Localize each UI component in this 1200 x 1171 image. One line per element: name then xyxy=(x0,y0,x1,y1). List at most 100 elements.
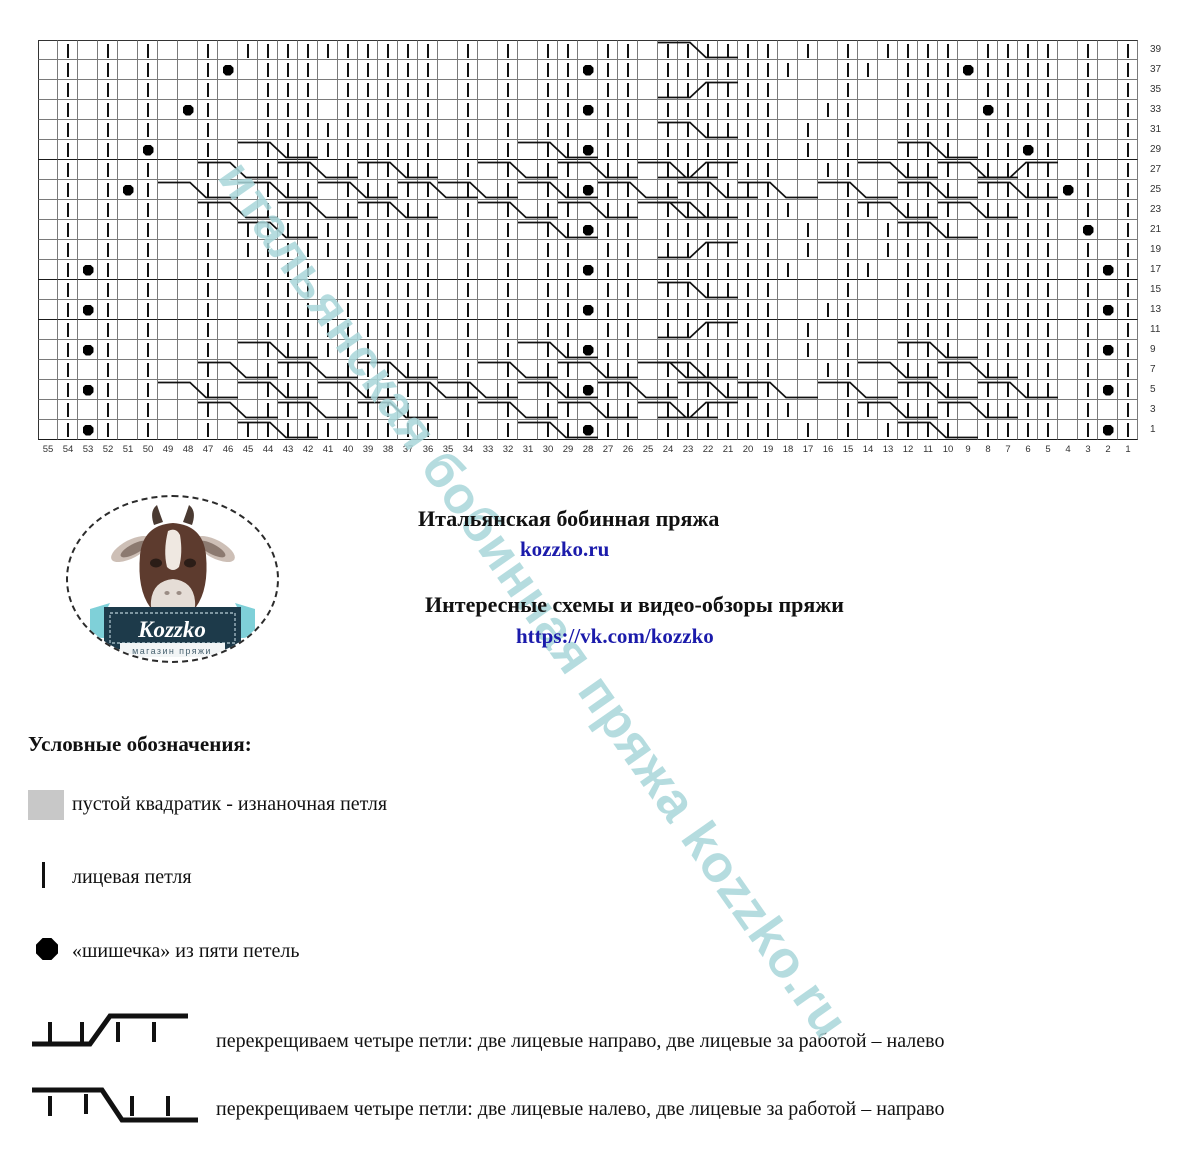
chart-cell xyxy=(978,400,998,420)
chart-cell xyxy=(698,420,718,440)
knit-symbol xyxy=(427,383,430,397)
chart-cell xyxy=(98,220,118,240)
knit-symbol xyxy=(727,403,730,417)
chart-cell xyxy=(418,200,438,220)
knit-symbol xyxy=(987,44,990,58)
knit-symbol xyxy=(987,403,990,417)
chart-cell xyxy=(938,120,958,140)
chart-cell xyxy=(158,400,178,420)
chart-cell xyxy=(158,180,178,200)
chart-cell xyxy=(338,320,358,340)
chart-cell xyxy=(478,240,498,260)
knit-symbol xyxy=(867,203,870,217)
chart-cell xyxy=(498,60,518,80)
chart-cell xyxy=(598,100,618,120)
knit-symbol xyxy=(67,403,70,417)
knit-symbol xyxy=(367,363,370,377)
chart-cell xyxy=(698,120,718,140)
chart-cell xyxy=(278,40,298,60)
chart-cell xyxy=(738,40,758,60)
chart-cell xyxy=(678,280,698,300)
chart-cell xyxy=(598,180,618,200)
knit-symbol xyxy=(927,103,930,117)
chart-cell xyxy=(558,320,578,340)
chart-cell xyxy=(858,320,878,340)
knit-symbol xyxy=(467,183,470,197)
brand-vk-link[interactable]: https://vk.com/kozzko xyxy=(516,624,714,648)
chart-cell xyxy=(618,240,638,260)
knit-symbol xyxy=(827,303,830,317)
knit-symbol xyxy=(1027,243,1030,257)
knit-symbol xyxy=(327,44,330,58)
chart-cell xyxy=(678,220,698,240)
chart-cell xyxy=(498,240,518,260)
knit-symbol xyxy=(407,223,410,237)
chart-cell xyxy=(618,280,638,300)
chart-cell xyxy=(578,120,598,140)
knit-symbol xyxy=(247,44,250,58)
chart-cell xyxy=(378,200,398,220)
chart-cell xyxy=(838,420,858,440)
chart-cell xyxy=(758,420,778,440)
chart-cell xyxy=(738,60,758,80)
chart-cell xyxy=(218,60,238,80)
knit-symbol xyxy=(207,83,210,97)
knit-symbol xyxy=(927,323,930,337)
chart-cell xyxy=(498,420,518,440)
column-number-label: 7 xyxy=(1005,444,1011,455)
column-number-label: 54 xyxy=(62,444,74,455)
knit-symbol xyxy=(427,163,430,177)
knit-symbol xyxy=(367,403,370,417)
knit-symbol xyxy=(147,343,150,357)
chart-cell xyxy=(658,160,678,180)
column-number-label: 50 xyxy=(142,444,154,455)
chart-cell xyxy=(1038,80,1058,100)
knit-symbol xyxy=(467,63,470,77)
knit-symbol xyxy=(707,323,710,337)
chart-cell xyxy=(718,100,738,120)
knit-symbol xyxy=(467,83,470,97)
knit-symbol xyxy=(287,63,290,77)
knit-symbol xyxy=(907,163,910,177)
chart-cell xyxy=(818,280,838,300)
chart-cell xyxy=(978,220,998,240)
knitting-chart: 39 37 35 33 31 29 27 25 23 21 19 17 15 13 11 9 7 5 3 1 55 54 5… xyxy=(38,40,1161,455)
knit-symbol xyxy=(367,63,370,77)
knit-symbol xyxy=(607,363,610,377)
chart-cell xyxy=(798,100,818,120)
chart-cell xyxy=(178,180,198,200)
knit-symbol xyxy=(747,343,750,357)
column-number-label: 13 xyxy=(882,444,894,455)
chart-cell xyxy=(798,140,818,160)
chart-cell xyxy=(538,360,558,380)
knit-symbol xyxy=(687,83,690,97)
knit-symbol xyxy=(347,343,350,357)
chart-cell xyxy=(518,380,538,400)
chart-cell xyxy=(518,280,538,300)
chart-cell xyxy=(798,300,818,320)
knit-symbol xyxy=(627,223,630,237)
knit-symbol xyxy=(607,223,610,237)
chart-cell xyxy=(238,120,258,140)
chart-cell xyxy=(558,360,578,380)
chart-cell xyxy=(218,160,238,180)
chart-cell xyxy=(938,260,958,280)
brand-site-link[interactable]: kozzko.ru xyxy=(520,537,610,561)
bobble-symbol xyxy=(582,104,594,116)
chart-cell xyxy=(78,60,98,80)
knit-symbol xyxy=(567,283,570,297)
chart-cell xyxy=(738,400,758,420)
chart-cell xyxy=(238,40,258,60)
knit-symbol xyxy=(267,143,270,157)
chart-cell xyxy=(118,240,138,260)
legend-label: перекрещиваем четыре петли: две лицевые … xyxy=(216,1098,945,1120)
knit-symbol xyxy=(387,263,390,277)
knit-symbol xyxy=(67,44,70,58)
chart-cell xyxy=(798,420,818,440)
chart-cell xyxy=(78,220,98,240)
knit-symbol xyxy=(347,283,350,297)
chart-cell xyxy=(958,120,978,140)
knit-symbol xyxy=(1007,163,1010,177)
chart-cell xyxy=(738,420,758,440)
knit-symbol xyxy=(427,343,430,357)
